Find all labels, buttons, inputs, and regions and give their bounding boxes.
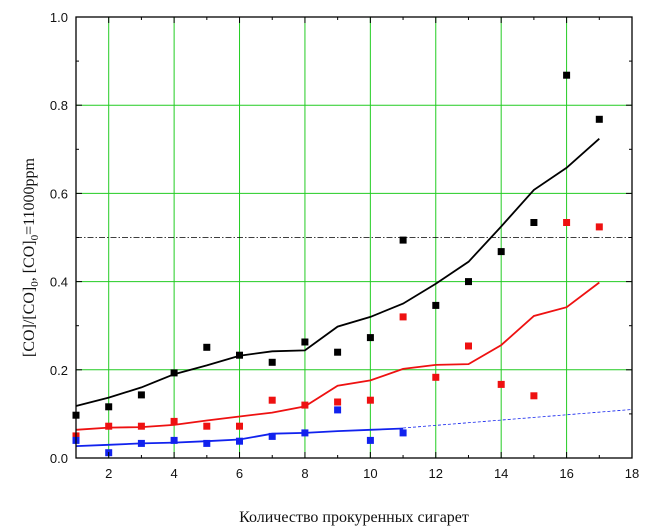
x-tick-label-0: 2	[105, 466, 112, 481]
y-tick-label-4: 0.8	[50, 98, 68, 113]
x-tick-label-2: 6	[236, 466, 243, 481]
series-2-extrapolation	[403, 409, 633, 429]
x-tick-label-1: 4	[171, 466, 178, 481]
x-tick-label-6: 14	[494, 466, 508, 481]
y-tick-label-2: 0.4	[50, 275, 68, 290]
series-0-point-8	[334, 348, 342, 356]
y-tick-label-3: 0.6	[50, 186, 68, 201]
y-axis-label: [CO]/[CO]0, [CO]0=11000ppm	[21, 157, 41, 357]
series-1-point-4	[203, 422, 211, 430]
series-2-point-4	[203, 439, 211, 447]
series-1-point-10	[399, 313, 407, 321]
series-2-point-5	[236, 437, 243, 445]
series-2-point-9	[366, 436, 374, 444]
x-tick-label-7: 16	[559, 466, 573, 481]
series-1-point-8	[334, 398, 342, 406]
series-1-point-6	[268, 396, 276, 404]
series-1-point-13	[497, 380, 505, 388]
series-0-point-13	[497, 248, 505, 256]
series-0-point-4	[203, 343, 211, 351]
series-0-point-7	[301, 338, 309, 346]
series-2-point-8	[334, 406, 342, 414]
series-2-point-7	[301, 429, 309, 437]
y-tick-label-0: 0.0	[50, 451, 68, 466]
series-0-point-12	[465, 278, 472, 286]
x-tick-label-3: 8	[301, 466, 308, 481]
y-label-tail: =11000ppm	[21, 157, 38, 234]
series-0-point-15	[563, 71, 571, 79]
x-tick-label-8: 18	[625, 466, 639, 481]
series-0-point-5	[236, 351, 243, 359]
series-1-point-3	[170, 417, 178, 425]
series-1-point-5	[236, 422, 243, 430]
series-1-point-12	[465, 342, 472, 350]
series-1-point-2	[137, 422, 145, 430]
series-2-point-6	[268, 432, 276, 440]
series-2-point-2	[137, 439, 145, 447]
series-points	[72, 71, 603, 457]
series-0-point-3	[170, 369, 178, 377]
x-axis-label: Количество прокуренных сигарет	[239, 509, 469, 526]
y-tick-label-5: 1.0	[50, 10, 68, 25]
y-label-separator: , [CO]	[21, 240, 38, 281]
tick-labels: 2 4 6 8 10 12 14 16 18 0.0 0.2 0.4 0.6 0.8 1.0	[50, 10, 639, 481]
series-0-point-10	[399, 236, 407, 244]
series-1-line	[75, 281, 600, 431]
y-tick-label-1: 0.2	[50, 363, 68, 378]
series-1-point-7	[301, 401, 309, 409]
y-label-part-a: [CO]/[CO]	[21, 287, 38, 357]
x-tick-label-5: 12	[429, 466, 443, 481]
series-1-point-1	[105, 422, 113, 430]
series-2-point-10	[399, 429, 407, 437]
series-0-point-9	[366, 334, 374, 342]
series-1-point-11	[432, 373, 440, 381]
series-0-point-1	[105, 403, 113, 411]
series-lines	[75, 138, 633, 447]
axis-ticks	[75, 16, 633, 459]
series-0-point-14	[530, 219, 538, 226]
series-2-point-3	[170, 436, 178, 444]
y-label-sub-a: 0	[29, 281, 41, 287]
series-0-point-2	[137, 391, 145, 399]
series-1-point-14	[530, 392, 538, 400]
series-0-point-16	[595, 115, 603, 123]
series-1-point-16	[595, 223, 603, 231]
x-tick-label-4: 10	[363, 466, 377, 481]
series-0-point-11	[432, 301, 440, 309]
series-1-point-15	[563, 219, 571, 226]
series-0-point-6	[268, 358, 276, 366]
y-label-sub-b: 0	[29, 234, 41, 240]
series-1-point-9	[366, 396, 374, 404]
series-0-line	[75, 138, 600, 407]
